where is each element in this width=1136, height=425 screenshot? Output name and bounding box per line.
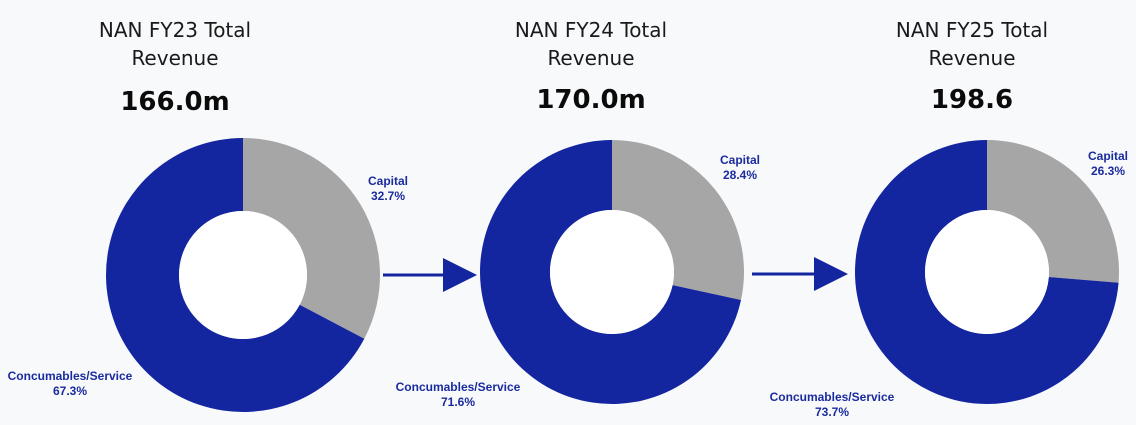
donut-slice-consumables [106, 138, 365, 412]
slice-label-capital: Capital [368, 174, 408, 188]
donut-hole [179, 211, 307, 339]
arrow-head [443, 258, 477, 292]
slice-percent-consumables: 71.6% [441, 395, 475, 409]
panel-title-fy25: NAN FY25 Total Revenue [852, 16, 1092, 72]
donut-slice-capital [243, 138, 380, 339]
slice-labels: Capital32.7%Concumables/Service67.3%Capi… [8, 149, 1128, 419]
slice-percent-capital: 26.3% [1091, 164, 1125, 178]
arrow-head [814, 257, 848, 291]
panel-title-line2: Revenue [928, 46, 1016, 70]
donut-slice-consumables [855, 140, 1119, 404]
donut-group [106, 138, 1119, 412]
slice-percent-consumables: 73.7% [815, 405, 849, 419]
panel-title-line1: NAN FY24 Total [514, 18, 668, 42]
panel-title-fy24: NAN FY24 Total Revenue [471, 16, 711, 72]
panel-total-fy23: 166.0m [120, 87, 230, 117]
slice-label-consumables: Concumables/Service [8, 369, 133, 383]
slice-label-capital: Capital [720, 153, 760, 167]
slice-percent-consumables: 67.3% [53, 384, 87, 398]
slice-percent-capital: 28.4% [723, 168, 757, 182]
panel-total-fy25: 198.6 [930, 85, 1014, 115]
slice-label-consumables: Concumables/Service [770, 390, 895, 404]
slice-percent-capital: 32.7% [371, 189, 405, 203]
slice-label-capital: Capital [1088, 149, 1128, 163]
panel-total-fy24: 170.0m [536, 85, 646, 115]
panel-title-fy23: NAN FY23 Total Revenue [55, 16, 295, 72]
donut-hole [550, 210, 674, 334]
panel-title-line1: NAN FY23 Total [98, 18, 252, 42]
slice-label-consumables: Concumables/Service [396, 380, 521, 394]
donut-slice-capital [612, 140, 744, 300]
donut-slice-capital [987, 140, 1119, 283]
panel-title-line1: NAN FY25 Total [895, 18, 1049, 42]
donut-hole [925, 210, 1049, 334]
panel-title-line2: Revenue [547, 46, 635, 70]
donut-slice-consumables [480, 140, 741, 404]
progression-arrows [383, 257, 848, 292]
panel-title-line2: Revenue [131, 46, 219, 70]
